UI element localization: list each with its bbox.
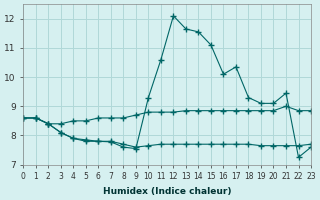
X-axis label: Humidex (Indice chaleur): Humidex (Indice chaleur) — [103, 187, 231, 196]
